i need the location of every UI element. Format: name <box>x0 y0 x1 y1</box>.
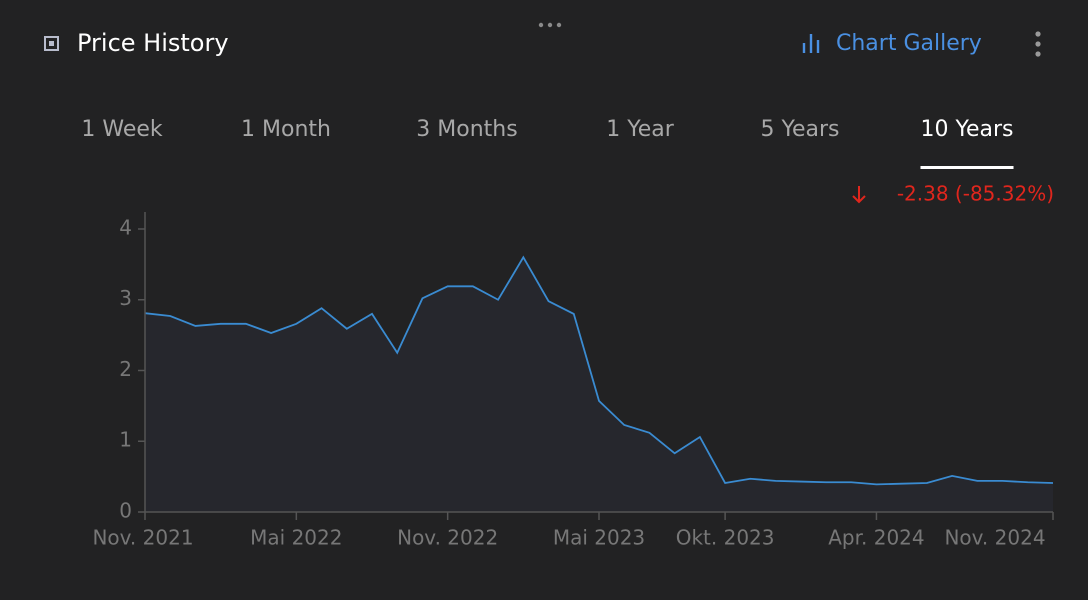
tab[interactable]: 1 Week <box>81 117 163 142</box>
chart-gallery-link[interactable]: Chart Gallery <box>836 31 982 56</box>
x-tick-label: Nov. 2022 <box>397 526 498 550</box>
x-tick-label: Apr. 2024 <box>828 526 924 550</box>
widget-icon <box>44 36 59 51</box>
y-tick-label: 0 <box>119 499 132 523</box>
price-change: -2.38 (-85.32%) <box>897 182 1054 206</box>
tab[interactable]: 1 Month <box>241 117 331 142</box>
more-menu[interactable] <box>1035 31 1041 57</box>
price-line <box>144 255 1054 486</box>
x-tick-label: Okt. 2023 <box>676 526 775 550</box>
tab-underline <box>920 166 1014 169</box>
x-tick-label: Mai 2023 <box>553 526 645 550</box>
drag-handle[interactable] <box>538 22 562 28</box>
widget-title: Price History <box>77 29 229 57</box>
y-tick-label: 3 <box>119 286 132 310</box>
tab[interactable]: 5 Years <box>760 117 839 142</box>
tab-bar: 1 Week 1 Month 3 Months 1 Year 5 Years 10 Yea… <box>81 117 1014 169</box>
down-arrow <box>852 186 866 204</box>
y-tick-label: 1 <box>119 428 132 452</box>
chart: 0 1 2 3 4 Nov. 2021 Mai 2022 Nov. 2022 Mai 2023 O… <box>92 212 1054 550</box>
x-tick-label: Nov. 2021 <box>92 526 193 550</box>
tab[interactable]: 10 Years <box>920 117 1013 142</box>
area-fill <box>145 257 1053 512</box>
y-tick-label: 2 <box>119 357 132 381</box>
x-tick-label: Nov. 2024 <box>944 526 1045 550</box>
chart-gallery-icon[interactable] <box>802 34 820 53</box>
tab[interactable]: 1 Year <box>606 117 675 142</box>
y-tick-label: 4 <box>119 215 132 239</box>
x-tick-label: Mai 2022 <box>250 526 342 550</box>
tab[interactable]: 3 Months <box>416 117 517 142</box>
